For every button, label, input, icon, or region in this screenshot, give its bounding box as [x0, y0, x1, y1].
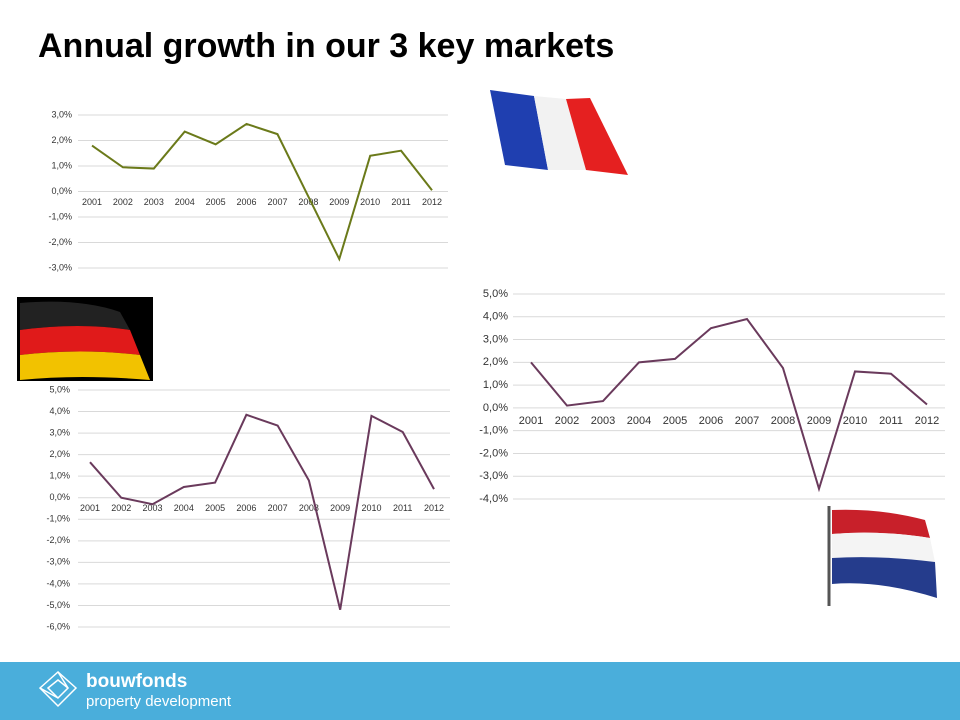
y-tick-label: 4,0%: [483, 311, 508, 323]
y-tick-label: -4,0%: [46, 578, 70, 588]
germany-flag: [17, 297, 153, 381]
y-tick-label: -1,0%: [46, 514, 70, 524]
x-tick-label: 2007: [267, 197, 287, 207]
x-tick-label: 2007: [268, 503, 288, 513]
footer-brand: bouwfonds: [86, 671, 187, 692]
x-tick-label: 2003: [144, 197, 164, 207]
y-tick-label: -4,0%: [479, 493, 508, 505]
x-tick-label: 2006: [237, 197, 257, 207]
y-tick-label: 2,0%: [51, 135, 72, 145]
x-tick-label: 2003: [143, 503, 163, 513]
data-line: [91, 122, 433, 262]
x-tick-label: 2010: [843, 415, 867, 427]
y-tick-label: -2,0%: [48, 237, 72, 247]
y-tick-label: 4,0%: [49, 406, 70, 416]
y-tick-label: 2,0%: [49, 449, 70, 459]
y-tick-label: 3,0%: [49, 427, 70, 437]
x-tick-label: 2008: [298, 197, 318, 207]
y-tick-label: -5,0%: [46, 600, 70, 610]
x-tick-label: 2001: [519, 415, 543, 427]
x-tick-label: 2009: [329, 197, 349, 207]
y-tick-label: 1,0%: [51, 160, 72, 170]
x-tick-label: 2010: [361, 503, 381, 513]
x-tick-label: 2008: [771, 415, 795, 427]
x-tick-label: 2007: [735, 415, 759, 427]
x-tick-label: 2012: [915, 415, 939, 427]
x-tick-label: 2011: [391, 197, 410, 207]
y-tick-label: 5,0%: [483, 288, 508, 300]
y-tick-label: -2,0%: [479, 447, 508, 459]
x-tick-label: 2001: [82, 197, 102, 207]
y-tick-label: 2,0%: [483, 356, 508, 368]
x-tick-label: 2006: [699, 415, 723, 427]
x-tick-label: 2002: [113, 197, 133, 207]
y-tick-label: -1,0%: [479, 425, 508, 437]
x-tick-label: 2002: [111, 503, 131, 513]
y-tick-label: 0,0%: [51, 186, 72, 196]
x-tick-label: 2011: [393, 503, 412, 513]
footer-logo: [38, 670, 78, 708]
netherlands-flag: [827, 506, 937, 606]
y-tick-label: 1,0%: [49, 471, 70, 481]
y-tick-label: 0,0%: [49, 492, 70, 502]
x-tick-label: 2005: [663, 415, 687, 427]
y-tick-label: -6,0%: [46, 621, 70, 631]
x-tick-label: 2010: [360, 197, 380, 207]
x-tick-label: 2006: [236, 503, 256, 513]
footer-tagline: property development: [86, 693, 232, 710]
x-tick-label: 2004: [627, 415, 651, 427]
y-tick-label: 3,0%: [483, 333, 508, 345]
y-tick-label: -3,0%: [46, 557, 70, 567]
footer: [0, 662, 960, 720]
x-tick-label: 2011: [879, 415, 903, 427]
y-tick-label: -1,0%: [48, 211, 72, 221]
x-tick-label: 2003: [591, 415, 615, 427]
y-tick-label: 3,0%: [51, 109, 72, 119]
france-flag: [490, 90, 628, 175]
x-tick-label: 2001: [80, 503, 100, 513]
slide-title: Annual growth in our 3 key markets: [38, 27, 614, 65]
data-line: [89, 413, 435, 610]
x-tick-label: 2004: [174, 503, 194, 513]
x-tick-label: 2008: [299, 503, 319, 513]
x-tick-label: 2004: [175, 197, 195, 207]
x-tick-label: 2009: [807, 415, 831, 427]
data-line: [530, 317, 928, 493]
y-tick-label: -3,0%: [48, 262, 72, 272]
y-tick-label: -2,0%: [46, 535, 70, 545]
x-tick-label: 2002: [555, 415, 579, 427]
x-tick-label: 2005: [206, 197, 226, 207]
x-tick-label: 2012: [422, 197, 442, 207]
y-tick-label: 1,0%: [483, 379, 508, 391]
x-tick-label: 2005: [205, 503, 225, 513]
y-tick-label: -3,0%: [479, 470, 508, 482]
x-tick-label: 2012: [424, 503, 444, 513]
x-tick-label: 2009: [330, 503, 350, 513]
y-tick-label: 5,0%: [49, 384, 70, 394]
y-tick-label: 0,0%: [483, 402, 508, 414]
